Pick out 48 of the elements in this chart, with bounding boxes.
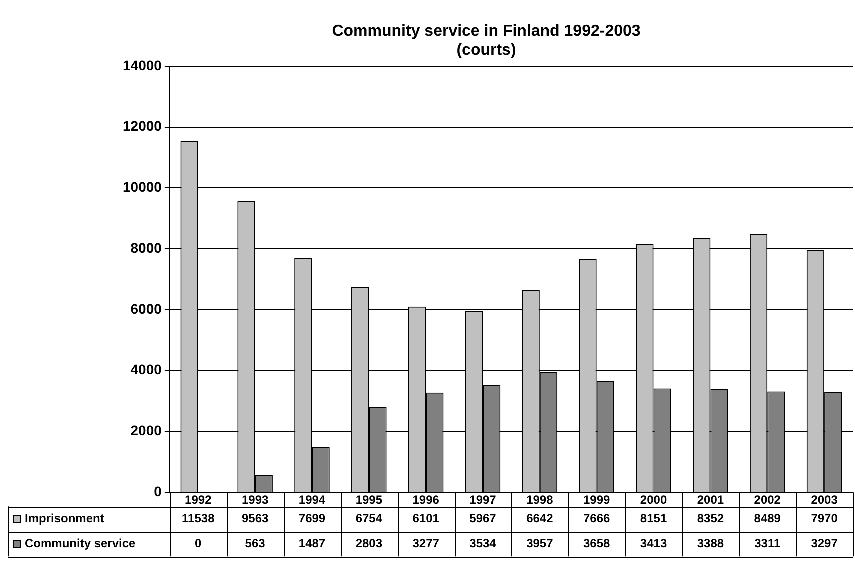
y-tick-label: 0 [154,483,162,500]
data-label: 3388 [697,536,724,550]
x-tick-label: 1995 [356,493,383,508]
y-tick-label: 14000 [122,57,162,74]
data-label: 5967 [470,511,497,526]
y-tick-label: 10000 [122,179,162,196]
data-label: 8151 [640,511,668,526]
data-label: 9563 [242,511,269,526]
data-label: 6642 [526,511,554,526]
y-tick-label: 12000 [122,118,162,134]
y-tick-label: 6000 [130,300,162,317]
x-tick-label: 1992 [185,493,212,508]
data-label: 3311 [754,536,781,550]
y-tick-label: 8000 [130,240,162,256]
x-tick-label: 2001 [697,493,724,508]
y-tick-label: 2000 [130,422,162,439]
x-tick-label: 1994 [298,493,326,508]
data-label: 8352 [697,511,724,526]
data-label: 7666 [583,511,611,526]
data-label: 6101 [412,511,440,526]
legend-label: Community service [25,536,136,550]
x-tick-label: 2003 [811,493,838,508]
data-label: 7699 [298,511,326,526]
legend-label: Imprisonment [25,511,104,526]
data-label: 11538 [182,511,216,526]
data-label: 3534 [470,536,497,550]
x-tick-label: 1999 [583,493,611,508]
x-tick-label: 2000 [640,493,668,508]
data-label: 0 [195,536,202,550]
data-label: 6754 [356,511,383,526]
data-label: 563 [245,536,266,550]
x-tick-label: 1997 [470,493,497,508]
data-label: 3297 [811,536,838,550]
data-label: 3658 [583,536,611,550]
data-label: 8489 [754,511,782,526]
data-label: 3957 [526,536,554,550]
x-tick-label: 1998 [526,493,554,508]
x-tick-label: 2002 [754,493,782,508]
data-label: 3413 [640,536,668,550]
text: Community service in Finland 1992-2003 [332,23,641,40]
x-tick-label: 1996 [412,493,440,508]
x-tick-label: 1993 [242,493,269,508]
data-label: 3277 [412,536,440,550]
data-label: 2803 [356,536,383,550]
y-tick-label: 4000 [130,362,162,378]
data-label: 1487 [298,536,326,550]
text: (courts) [456,42,516,60]
data-label: 7970 [811,511,838,526]
